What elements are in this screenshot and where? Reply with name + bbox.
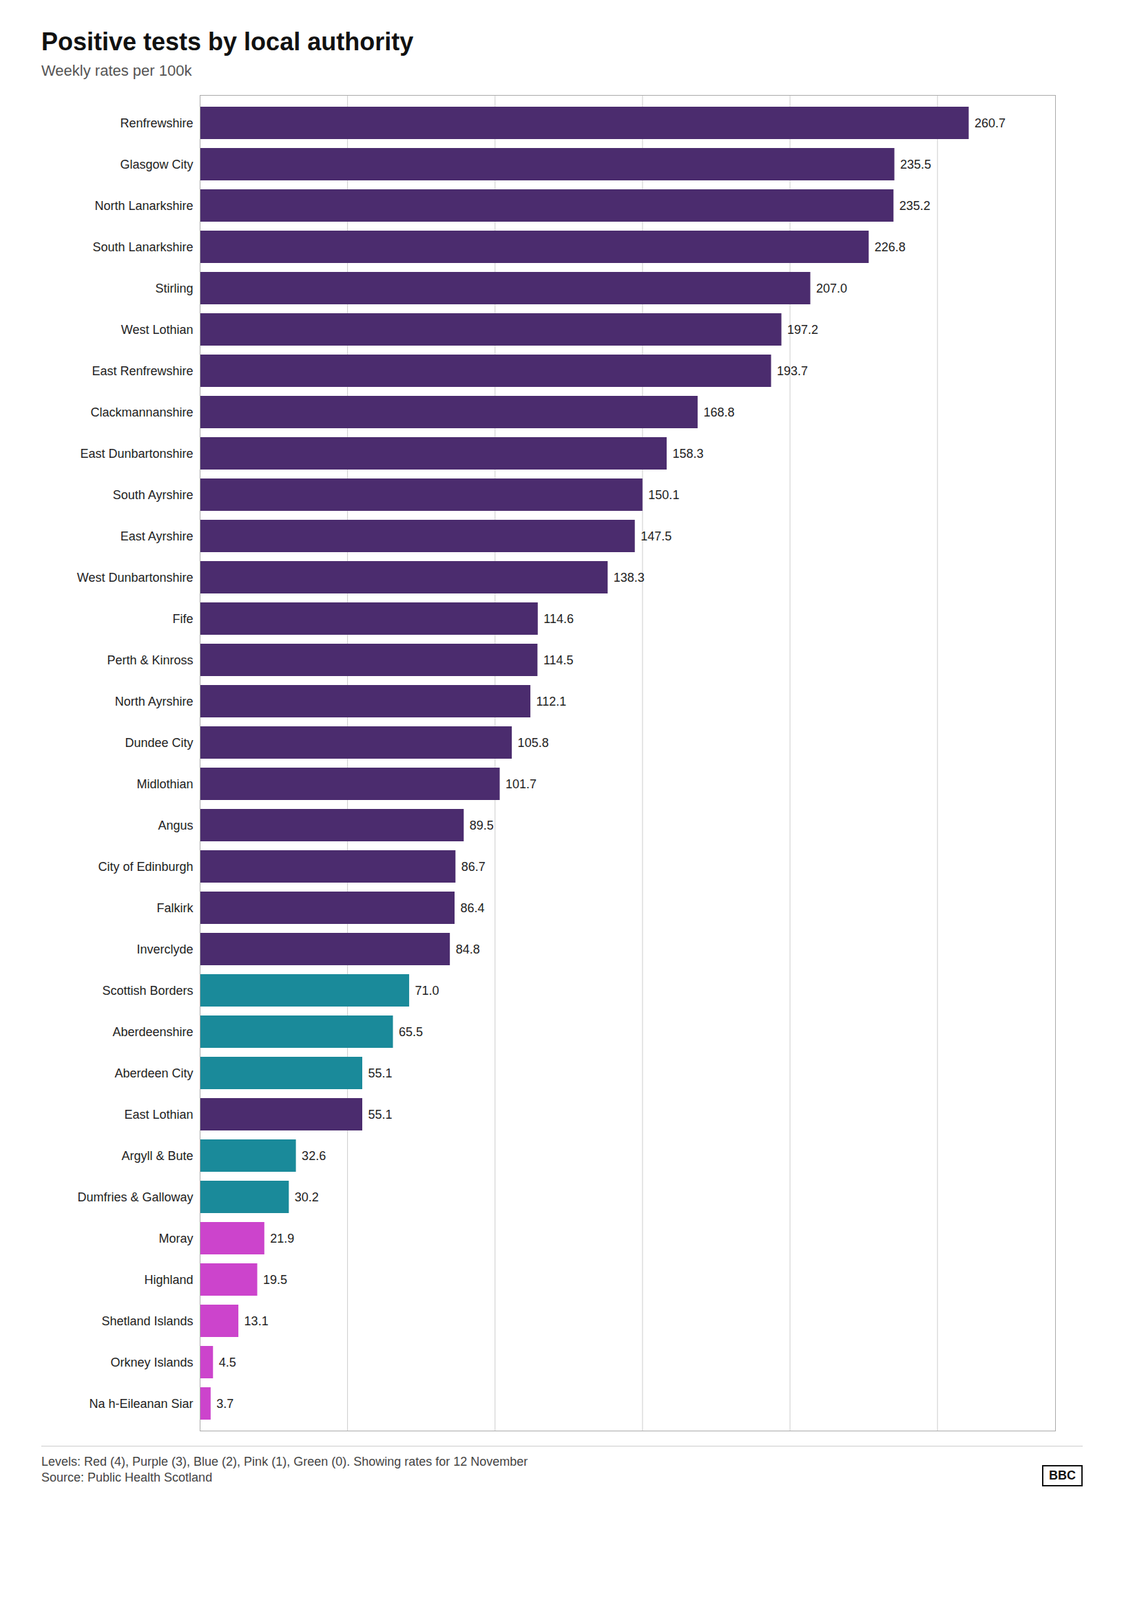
svg-text:Shetland Islands: Shetland Islands xyxy=(101,1314,193,1329)
svg-text:101.7: 101.7 xyxy=(505,777,537,792)
svg-text:Fife: Fife xyxy=(172,612,193,627)
svg-text:4.5: 4.5 xyxy=(219,1356,237,1370)
svg-text:114.5: 114.5 xyxy=(543,653,574,668)
html-text:BBC: BBC xyxy=(1048,1469,1076,1483)
svg-text:84.8: 84.8 xyxy=(455,942,481,957)
svg-text:150.1: 150.1 xyxy=(648,488,680,503)
svg-text:158.3: 158.3 xyxy=(672,446,704,461)
svg-text:260.7: 260.7 xyxy=(974,116,1006,131)
svg-text:89.5: 89.5 xyxy=(469,818,494,833)
svg-text:Dundee City: Dundee City xyxy=(124,736,193,751)
svg-text:North Ayrshire: North Ayrshire xyxy=(115,694,194,709)
svg-text:235.2: 235.2 xyxy=(899,199,931,213)
svg-text:21.9: 21.9 xyxy=(269,1232,295,1246)
svg-text:197.2: 197.2 xyxy=(787,323,819,337)
svg-text:Perth & Kinross: Perth & Kinross xyxy=(106,653,193,668)
html-text:Levels: Red (4), Purple (3), B: Levels: Red (4), Purple (3), Blue (2), P… xyxy=(41,1455,528,1470)
svg-text:112.1: 112.1 xyxy=(536,694,567,709)
svg-text:Aberdeen City: Aberdeen City xyxy=(114,1066,193,1081)
svg-text:Highland: Highland xyxy=(143,1273,193,1288)
svg-text:Angus: Angus xyxy=(157,818,193,833)
svg-text:32.6: 32.6 xyxy=(301,1149,326,1164)
svg-text:Renfrewshire: Renfrewshire xyxy=(119,116,193,131)
svg-text:East Renfrewshire: East Renfrewshire xyxy=(91,364,193,379)
svg-text:86.4: 86.4 xyxy=(460,901,485,916)
html-text:Weekly rates per 100k: Weekly rates per 100k xyxy=(41,61,192,80)
svg-text:Argyll & Bute: Argyll & Bute xyxy=(121,1149,193,1164)
svg-text:Clackmannanshire: Clackmannanshire xyxy=(90,405,193,420)
svg-text:Orkney Islands: Orkney Islands xyxy=(110,1356,193,1370)
svg-text:Aberdeenshire: Aberdeenshire xyxy=(112,1025,193,1040)
svg-text:13.1: 13.1 xyxy=(244,1314,269,1329)
svg-text:55.1: 55.1 xyxy=(367,1108,392,1122)
svg-text:226.8: 226.8 xyxy=(874,240,906,255)
svg-text:55.1: 55.1 xyxy=(367,1066,392,1081)
svg-text:235.5: 235.5 xyxy=(900,157,932,172)
svg-text:East Ayrshire: East Ayrshire xyxy=(120,529,194,544)
svg-text:Inverclyde: Inverclyde xyxy=(136,942,193,957)
svg-text:North Lanarkshire: North Lanarkshire xyxy=(94,199,193,213)
svg-text:168.8: 168.8 xyxy=(703,405,735,420)
svg-text:114.6: 114.6 xyxy=(543,612,574,627)
svg-text:West Dunbartonshire: West Dunbartonshire xyxy=(77,570,194,585)
html-text:Positive tests by local author: Positive tests by local authority xyxy=(41,27,414,56)
svg-text:Falkirk: Falkirk xyxy=(157,901,195,916)
svg-text:Moray: Moray xyxy=(158,1232,193,1246)
svg-text:207.0: 207.0 xyxy=(816,281,848,296)
svg-text:South Lanarkshire: South Lanarkshire xyxy=(92,240,193,255)
svg-text:105.8: 105.8 xyxy=(517,736,549,751)
svg-text:65.5: 65.5 xyxy=(398,1025,423,1040)
svg-text:71.0: 71.0 xyxy=(415,984,440,998)
svg-text:138.3: 138.3 xyxy=(613,570,645,585)
svg-text:86.7: 86.7 xyxy=(461,860,486,874)
svg-text:Dumfries & Galloway: Dumfries & Galloway xyxy=(77,1190,193,1205)
svg-text:Stirling: Stirling xyxy=(154,281,193,296)
svg-text:South Ayrshire: South Ayrshire xyxy=(112,488,194,503)
svg-text:3.7: 3.7 xyxy=(216,1397,234,1412)
svg-text:30.2: 30.2 xyxy=(294,1190,319,1205)
svg-text:East Dunbartonshire: East Dunbartonshire xyxy=(79,446,193,461)
svg-text:19.5: 19.5 xyxy=(263,1273,288,1288)
svg-text:Midlothian: Midlothian xyxy=(136,777,193,792)
svg-text:Glasgow City: Glasgow City xyxy=(119,157,193,172)
svg-text:147.5: 147.5 xyxy=(640,529,672,544)
html-text:Source: Public Health Scotland: Source: Public Health Scotland xyxy=(41,1471,213,1485)
svg-text:City of Edinburgh: City of Edinburgh xyxy=(97,860,193,874)
svg-text:West Lothian: West Lothian xyxy=(121,323,194,337)
svg-text:Scottish Borders: Scottish Borders xyxy=(101,984,193,998)
svg-text:East Lothian: East Lothian xyxy=(123,1108,193,1122)
svg-text:193.7: 193.7 xyxy=(776,364,808,379)
svg-text:Na h-Eileanan Siar: Na h-Eileanan Siar xyxy=(88,1397,193,1412)
